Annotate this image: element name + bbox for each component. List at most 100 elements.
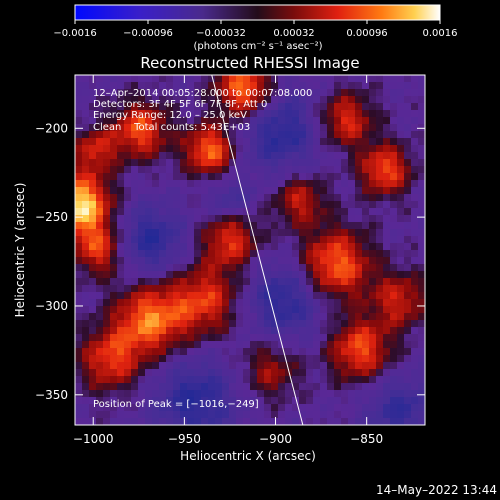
heatmap-cell (145, 96, 152, 103)
heatmap-cell (264, 117, 271, 124)
heatmap-cell (82, 145, 89, 152)
heatmap-cell (341, 376, 348, 383)
heatmap-cell (320, 299, 327, 306)
heatmap-cell (138, 75, 145, 82)
heatmap-cell (362, 173, 369, 180)
heatmap-cell (362, 187, 369, 194)
heatmap-cell (243, 166, 250, 173)
heatmap-cell (376, 327, 383, 334)
heatmap-cell (201, 348, 208, 355)
heatmap-cell (285, 418, 292, 425)
heatmap-cell (271, 306, 278, 313)
heatmap-cell (257, 222, 264, 229)
heatmap-cell (355, 103, 362, 110)
heatmap-cell (110, 89, 117, 96)
heatmap-cell (194, 362, 201, 369)
heatmap-cell (145, 271, 152, 278)
heatmap-cell (278, 96, 285, 103)
heatmap-cell (208, 131, 215, 138)
heatmap-cell (376, 152, 383, 159)
heatmap-cell (404, 292, 411, 299)
heatmap-cell (96, 131, 103, 138)
heatmap-cell (166, 208, 173, 215)
heatmap-cell (320, 75, 327, 82)
heatmap-cell (75, 376, 82, 383)
annotation-clean-counts: Clean Total counts: 5.43E+03 (93, 122, 250, 133)
heatmap-cell (117, 117, 124, 124)
heatmap-cell (411, 299, 418, 306)
heatmap-cell (404, 208, 411, 215)
heatmap-cell (299, 369, 306, 376)
heatmap-cell (292, 215, 299, 222)
heatmap-cell (369, 355, 376, 362)
heatmap-cell (159, 208, 166, 215)
heatmap-cell (166, 285, 173, 292)
heatmap-cell (187, 404, 194, 411)
heatmap-cell (327, 89, 334, 96)
heatmap-cell (341, 103, 348, 110)
heatmap-cell (292, 313, 299, 320)
heatmap-cell (236, 306, 243, 313)
heatmap-cell (96, 411, 103, 418)
heatmap-cell (180, 194, 187, 201)
heatmap-cell (411, 89, 418, 96)
heatmap-cell (110, 383, 117, 390)
heatmap-cell (75, 362, 82, 369)
heatmap-cell (138, 166, 145, 173)
heatmap-cell (201, 306, 208, 313)
heatmap-cell (397, 404, 404, 411)
heatmap-cell (117, 306, 124, 313)
heatmap-cell (264, 131, 271, 138)
heatmap-cell (285, 229, 292, 236)
heatmap-cell (124, 131, 131, 138)
heatmap-cell (397, 75, 404, 82)
heatmap-cell (222, 376, 229, 383)
heatmap-cell (187, 166, 194, 173)
heatmap-cell (411, 250, 418, 257)
heatmap-cell (292, 208, 299, 215)
heatmap-cell (418, 75, 425, 82)
heatmap-cell (173, 159, 180, 166)
heatmap-cell (250, 250, 257, 257)
heatmap-cell (124, 138, 131, 145)
heatmap-cell (341, 292, 348, 299)
heatmap-cell (215, 404, 222, 411)
heatmap-cell (110, 194, 117, 201)
heatmap-cell (390, 159, 397, 166)
y-tick-label: −200 (35, 121, 68, 135)
heatmap-cell (96, 292, 103, 299)
colorbar-ticks: −0.0016 −0.00096 −0.00032 0.00032 0.00096 0.0… (53, 20, 458, 39)
heatmap-cell (397, 271, 404, 278)
heatmap-cell (208, 250, 215, 257)
heatmap-cell (376, 173, 383, 180)
heatmap-cell (320, 166, 327, 173)
heatmap-cell (159, 166, 166, 173)
heatmap-cell (355, 271, 362, 278)
heatmap-cell (369, 131, 376, 138)
heatmap-cell (355, 75, 362, 82)
heatmap-cell (194, 313, 201, 320)
heatmap-cell (411, 243, 418, 250)
heatmap-cell (278, 292, 285, 299)
heatmap-cell (390, 208, 397, 215)
heatmap-cell (348, 173, 355, 180)
heatmap-cell (124, 187, 131, 194)
heatmap-cell (250, 243, 257, 250)
heatmap-cell (173, 103, 180, 110)
heatmap-cell (124, 89, 131, 96)
heatmap-cell (299, 348, 306, 355)
heatmap-cell (201, 264, 208, 271)
heatmap-cell (418, 180, 425, 187)
heatmap-cell (334, 215, 341, 222)
heatmap-cell (411, 348, 418, 355)
heatmap-cell (89, 278, 96, 285)
heatmap-cell (334, 306, 341, 313)
heatmap-cell (110, 376, 117, 383)
heatmap-cell (138, 222, 145, 229)
heatmap-cell (138, 229, 145, 236)
heatmap-cell (271, 89, 278, 96)
heatmap-cell (313, 257, 320, 264)
heatmap-cell (250, 411, 257, 418)
heatmap-cell (138, 264, 145, 271)
heatmap-cell (187, 159, 194, 166)
